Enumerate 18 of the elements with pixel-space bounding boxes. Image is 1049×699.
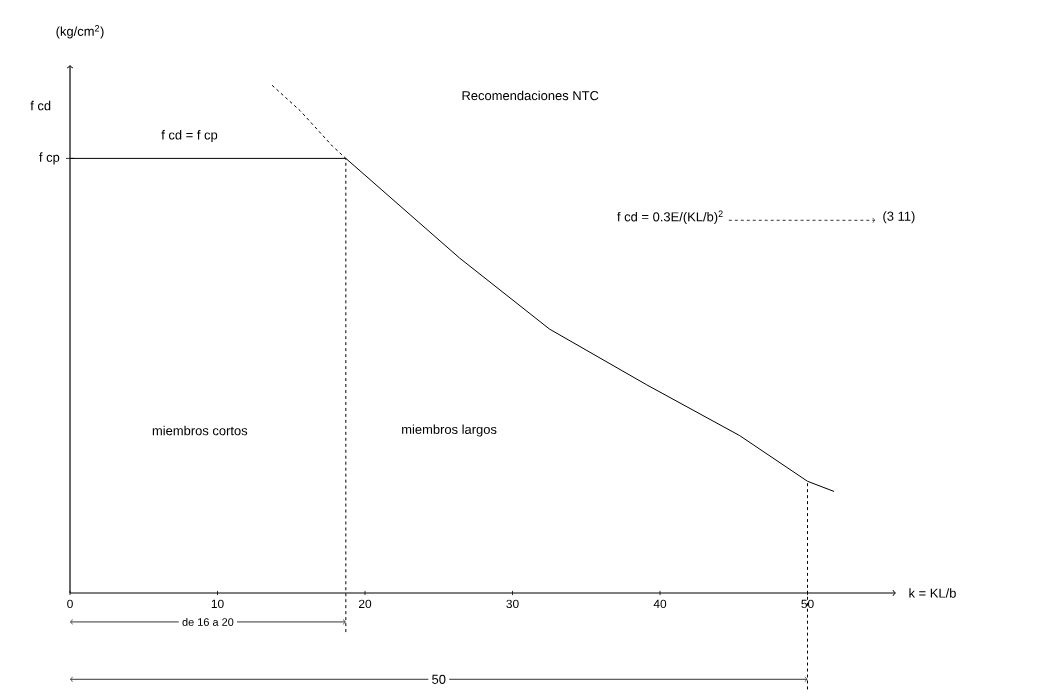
annotation: f cd = f cp [161, 130, 218, 143]
x-tick-label: 20 [358, 599, 372, 609]
y-axis-title: (kg/cm$^{2}$) [56, 25, 104, 39]
annotation: f cd = 0.3E/(KL/b)$^{2}$ [617, 210, 723, 224]
x-tick-label: 40 [653, 599, 667, 609]
annotation: f cp [39, 152, 60, 165]
text: 50 [432, 674, 446, 684]
x-tick-label: 10 [211, 599, 224, 609]
annotation: miembros largos [402, 424, 497, 437]
x-tick-label: 50 [801, 599, 814, 609]
text: de 16 a 20 [182, 617, 234, 626]
annotation: Recomendaciones NTC [462, 90, 599, 101]
annotation: miembros cortos [152, 425, 248, 436]
x-tick-label: 30 [506, 599, 519, 609]
x-axis-title: k = KL/b [909, 588, 956, 598]
x-tick-label: 0 [67, 599, 73, 609]
text: f cd [30, 100, 51, 111]
annotation: (3 11) [883, 211, 915, 224]
